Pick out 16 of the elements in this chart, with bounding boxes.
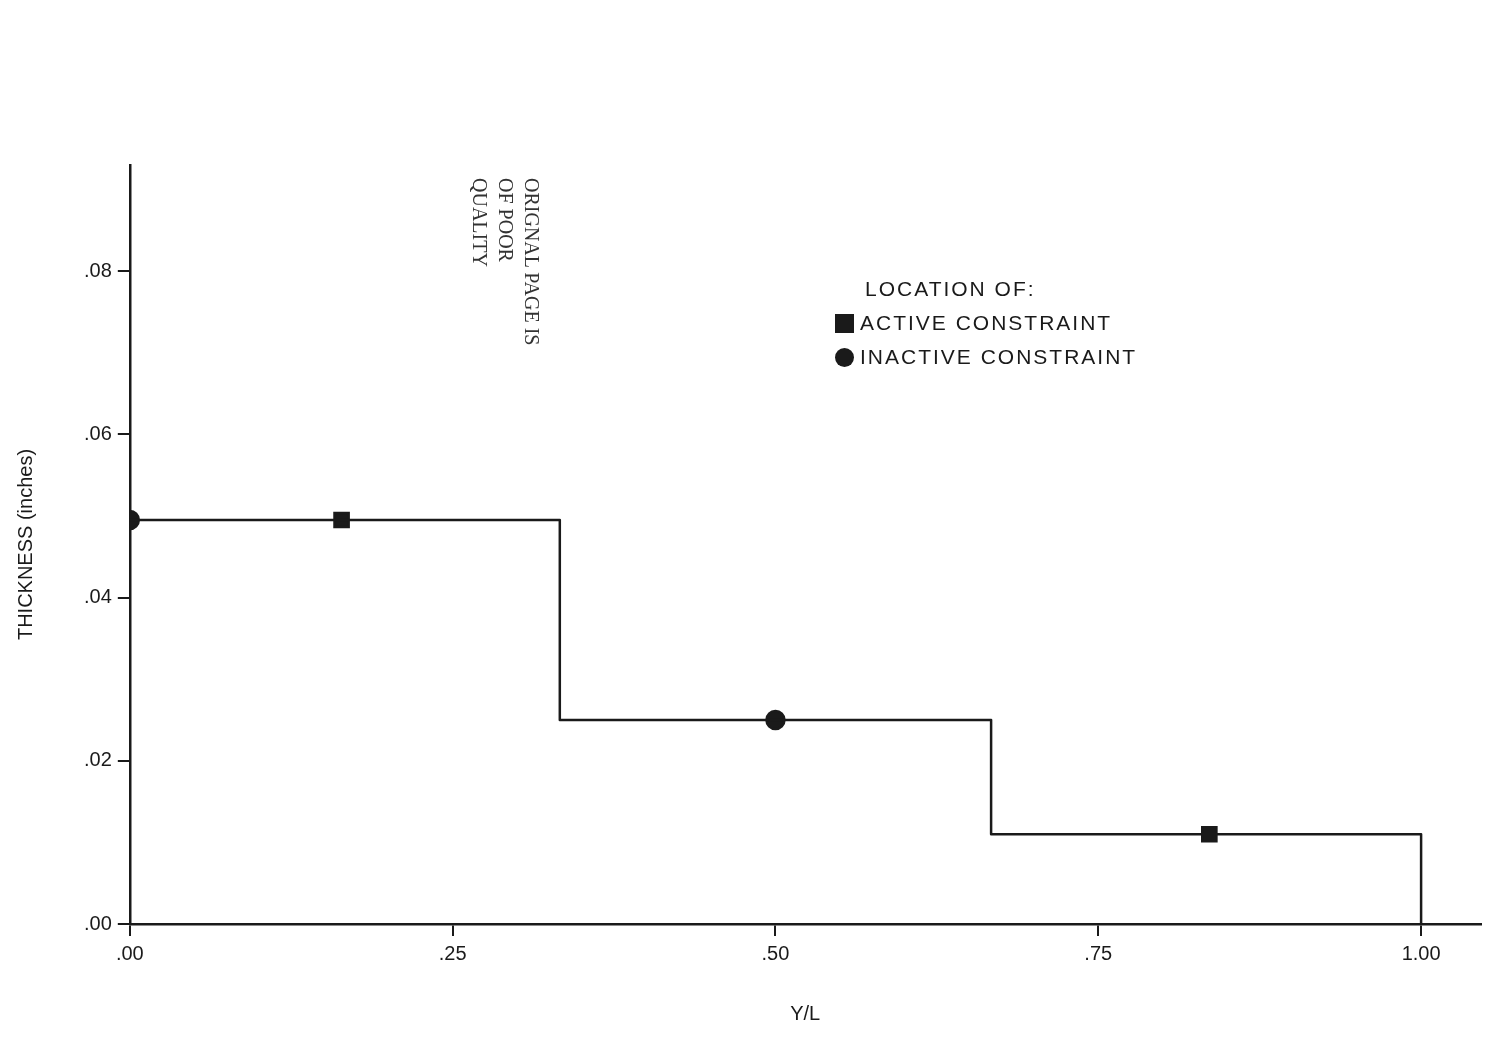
x-tick-label: .25 <box>438 941 467 964</box>
y-tick-label: .00 <box>83 911 112 934</box>
x-tick-label: 1.00 <box>1401 941 1441 964</box>
x-axis-title: Y/L <box>790 1001 821 1024</box>
legend-label: ACTIVE CONSTRAINT <box>860 311 1113 335</box>
legend-label: INACTIVE CONSTRAINT <box>860 345 1138 369</box>
y-tick-label: .02 <box>83 748 112 771</box>
x-tick-label: .50 <box>761 941 790 964</box>
y-tick-label: .08 <box>83 258 112 281</box>
annotation: ORIGNAL PAGE IS OF POOR QUALITY <box>468 178 544 348</box>
x-tick-label: .00 <box>115 941 144 964</box>
y-tick-label: .06 <box>83 421 112 444</box>
legend-title: LOCATION OF: <box>864 276 1037 302</box>
x-tick-label: .75 <box>1084 941 1113 964</box>
y-tick-label: .04 <box>83 585 112 608</box>
y-axis-title: THICKNESS (inches) <box>13 448 36 641</box>
